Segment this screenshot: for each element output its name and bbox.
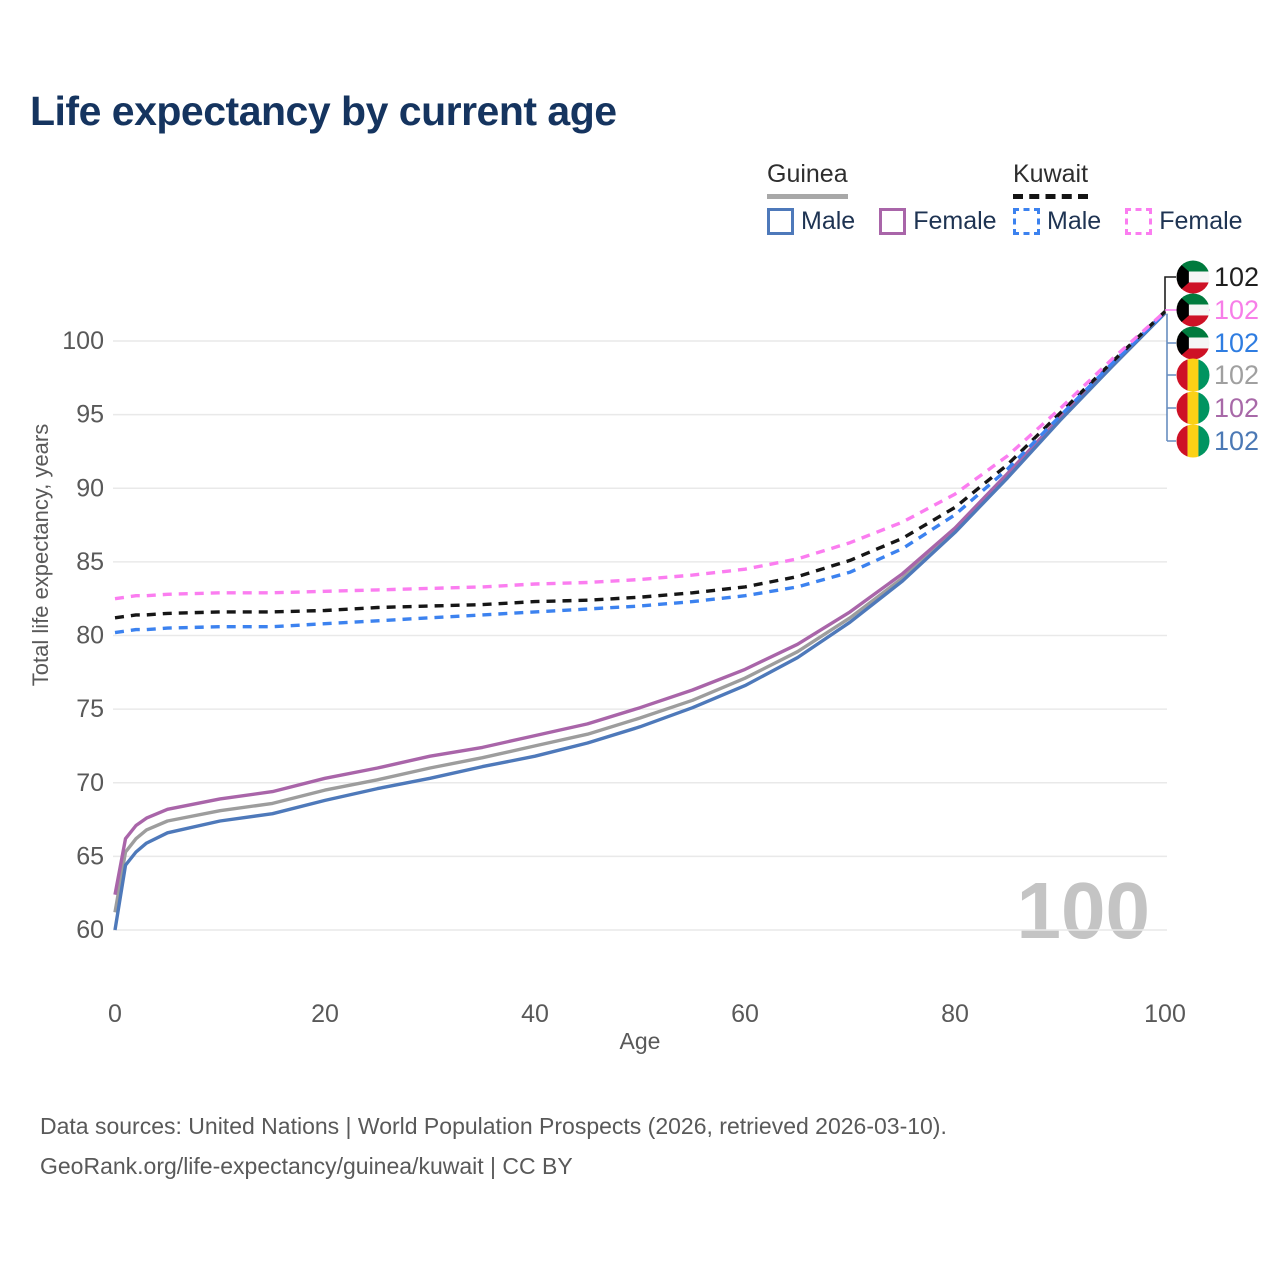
guinea-flag-icon <box>1177 359 1210 392</box>
legend-item-guinea-female[interactable]: Female <box>879 207 997 236</box>
series-line-guinea-male[interactable] <box>113 311 1167 931</box>
legend-group-guinea: Guinea Male Female <box>767 160 1021 236</box>
y-tick-label: 60 <box>76 916 104 944</box>
leader-bracket <box>1166 313 1176 442</box>
guinea-female-swatch-icon <box>879 208 907 235</box>
kuwait-flag-icon <box>1177 294 1210 327</box>
guinea-flag-icon <box>1177 392 1210 425</box>
page-title: Life expectancy by current age <box>30 88 617 134</box>
y-tick-label: 95 <box>76 401 104 429</box>
x-tick-label: 0 <box>108 1000 122 1028</box>
legend-country-guinea[interactable]: Guinea <box>767 160 848 199</box>
series-line-guinea-female[interactable] <box>113 310 1167 896</box>
legend-label: Male <box>801 207 856 235</box>
legend-group-kuwait: Kuwait Male Female <box>1013 160 1267 236</box>
legend-item-guinea-male[interactable]: Male <box>767 207 855 236</box>
source-line: Data sources: United Nations | World Pop… <box>40 1113 947 1139</box>
series-line-guinea-both-sexes[interactable] <box>113 311 1167 913</box>
series-line-kuwait-male[interactable] <box>114 311 1167 635</box>
leader-line-kuwait-both <box>1164 276 1176 312</box>
legend-country-kuwait[interactable]: Kuwait <box>1013 160 1089 199</box>
x-tick-label: 100 <box>1144 1000 1186 1028</box>
legend-item-kuwait-female[interactable]: Female <box>1125 207 1243 236</box>
legend-label: Female <box>913 207 997 235</box>
end-value-label: 102 <box>1214 393 1259 423</box>
data-source-attribution: Data sources: United Nations | World Pop… <box>40 1106 947 1186</box>
kuwait-female-swatch-icon <box>1125 208 1153 235</box>
end-value-label: 102 <box>1214 295 1259 325</box>
kuwait-flag-icon <box>1177 261 1210 294</box>
guinea-flag-icon <box>1177 425 1210 458</box>
y-axis-title: Total life expectancy, years <box>28 424 53 687</box>
x-tick-label: 20 <box>311 1000 339 1028</box>
x-tick-label: 80 <box>941 1000 969 1028</box>
y-tick-label: 75 <box>76 695 104 723</box>
end-value-label: 102 <box>1214 328 1259 358</box>
legend-label: Female <box>1159 207 1243 235</box>
guinea-male-swatch-icon <box>767 208 794 235</box>
age-watermark: 100 <box>1017 866 1150 955</box>
y-tick-label: 80 <box>76 622 104 650</box>
y-tick-label: 65 <box>76 842 104 870</box>
end-value-label: 102 <box>1214 262 1259 292</box>
legend-label: Male <box>1047 207 1102 235</box>
x-tick-label: 40 <box>521 1000 549 1028</box>
license-line: GeoRank.org/life-expectancy/guinea/kuwai… <box>40 1153 573 1179</box>
y-tick-label: 90 <box>76 474 104 502</box>
y-tick-label: 100 <box>62 327 104 355</box>
y-tick-label: 85 <box>76 548 104 576</box>
x-axis-title: Age <box>620 1028 661 1054</box>
series-line-kuwait-both-sexes[interactable] <box>114 310 1167 620</box>
end-value-label: 102 <box>1214 426 1259 456</box>
y-tick-label: 70 <box>76 769 104 797</box>
end-value-label: 102 <box>1214 360 1259 390</box>
legend-item-kuwait-male[interactable]: Male <box>1013 207 1101 236</box>
kuwait-male-swatch-icon <box>1013 208 1040 235</box>
x-tick-label: 60 <box>731 1000 759 1028</box>
kuwait-flag-icon <box>1177 327 1210 360</box>
series-line-kuwait-female[interactable] <box>114 310 1167 601</box>
